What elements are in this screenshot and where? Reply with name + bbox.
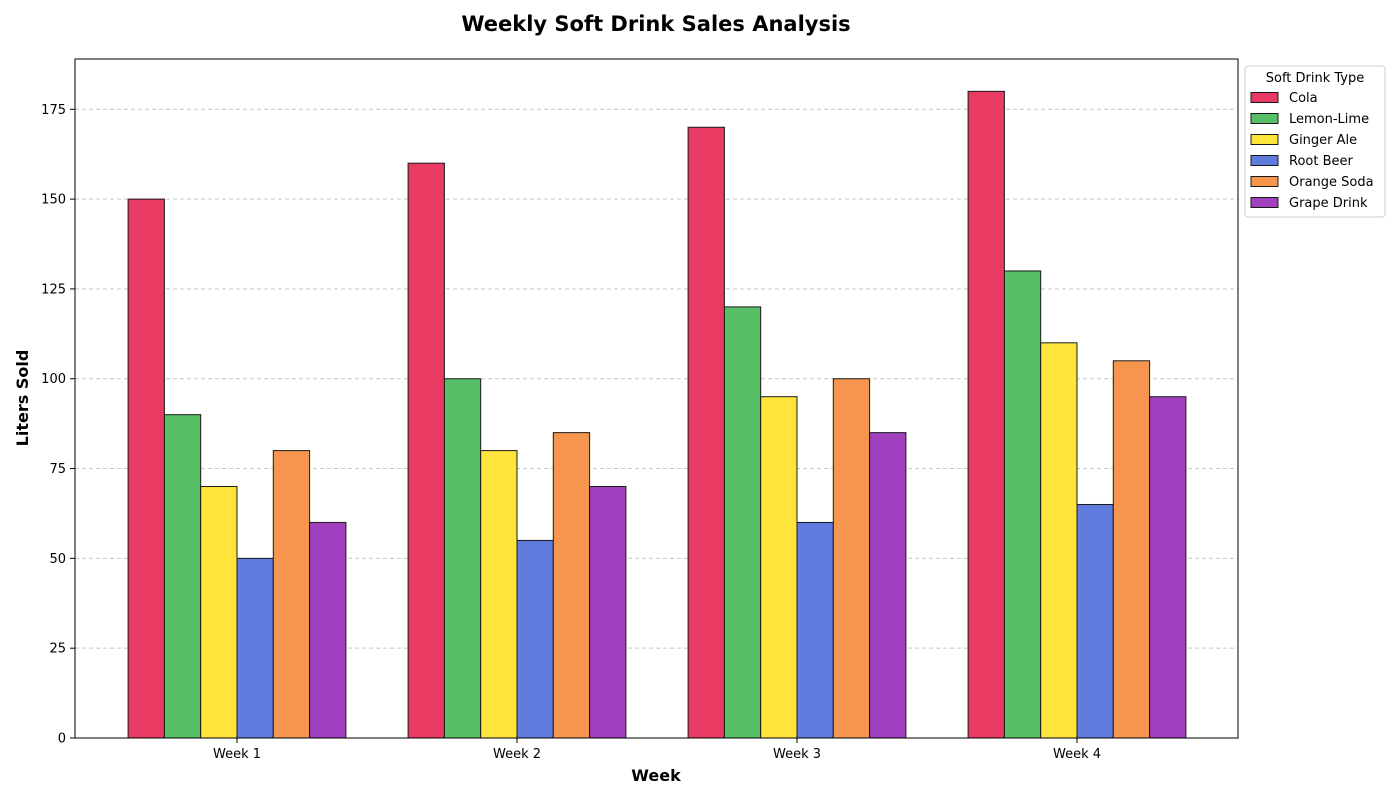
plot-area-frame (74, 58, 1239, 739)
bar (796, 521, 834, 739)
x-tick-label: Week 3 (773, 747, 821, 762)
bar (967, 90, 1005, 739)
y-axis-ticks: 0 25 50 75 100 125 150 175 (41, 103, 75, 747)
legend-label: Root Beer (1289, 154, 1354, 169)
bar (480, 450, 518, 739)
y-axis-label: Liters Sold (13, 350, 32, 447)
bar (1112, 360, 1151, 739)
bar (760, 396, 798, 739)
legend-swatch (1250, 176, 1279, 187)
y-tick-label: 50 (49, 552, 66, 567)
bar (1003, 270, 1042, 739)
y-tick-label: 75 (49, 462, 66, 477)
legend-label: Grape Drink (1289, 196, 1368, 211)
series-grape-drink (309, 396, 1187, 739)
x-axis-label: Week (631, 766, 681, 785)
legend-label: Lemon-Lime (1289, 112, 1369, 127)
bar (869, 432, 907, 739)
legend-items: Cola Lemon-Lime Ginger Ale Root Beer Orange … (1250, 91, 1374, 211)
y-tick-label: 175 (41, 103, 66, 118)
bars (127, 90, 1187, 739)
bar (589, 486, 627, 739)
bar (443, 378, 482, 739)
legend-label: Ginger Ale (1289, 133, 1357, 148)
legend-box (1244, 65, 1386, 218)
y-tick-label: 150 (41, 193, 66, 208)
bar (272, 450, 311, 739)
legend-swatch (1250, 134, 1279, 145)
bar (200, 486, 238, 739)
bar (309, 521, 347, 739)
chart-title: Weekly Soft Drink Sales Analysis (461, 12, 850, 36)
bar (516, 539, 554, 739)
y-tick-label: 125 (41, 282, 66, 297)
legend-swatch (1250, 113, 1279, 124)
x-tick-label: Week 4 (1053, 747, 1101, 762)
bar (1149, 396, 1187, 739)
y-tick-label: 100 (41, 372, 66, 387)
series-ginger-ale (200, 342, 1078, 739)
x-tick-label: Week 2 (493, 747, 541, 762)
y-tick-label: 25 (49, 642, 66, 657)
bar (407, 162, 445, 739)
legend-label: Cola (1289, 91, 1318, 106)
bar (1040, 342, 1078, 739)
bar (163, 414, 202, 739)
bar (552, 432, 591, 739)
legend-swatch (1250, 155, 1279, 166)
series-lemon-lime (163, 270, 1042, 739)
x-axis-ticks: Week 1 Week 2 Week 3 Week 4 (213, 738, 1101, 762)
bar (832, 378, 871, 739)
legend-swatch (1250, 92, 1279, 103)
bar (687, 126, 725, 739)
y-tick-label: 0 (58, 732, 66, 747)
legend-label: Orange Soda (1289, 175, 1374, 190)
legend: Soft Drink Type Cola Lemon-Lime Ginger Ale… (1244, 65, 1386, 218)
bar (236, 557, 274, 739)
series-orange-soda (272, 360, 1151, 739)
legend-swatch (1250, 197, 1279, 208)
x-tick-label: Week 1 (213, 747, 261, 762)
legend-title: Soft Drink Type (1266, 71, 1365, 86)
bar (127, 198, 165, 739)
bar (723, 306, 762, 739)
bar (1076, 503, 1114, 739)
